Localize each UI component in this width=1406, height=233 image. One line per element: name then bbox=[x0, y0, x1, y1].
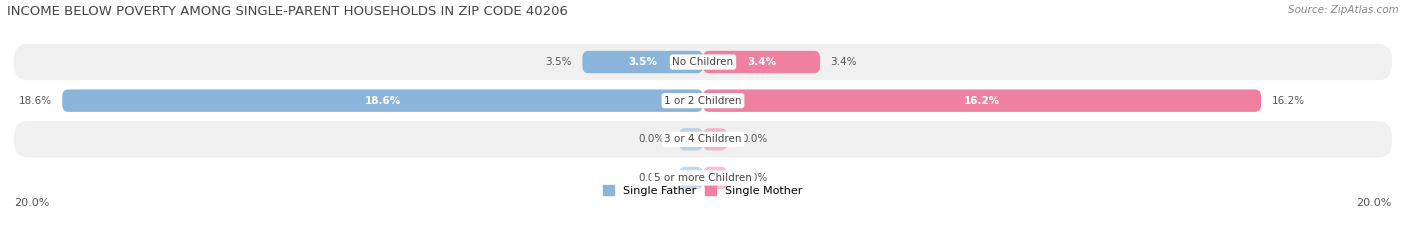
Text: 0.0%: 0.0% bbox=[638, 134, 665, 144]
Text: 0.0%: 0.0% bbox=[638, 173, 665, 183]
Text: 18.6%: 18.6% bbox=[364, 96, 401, 106]
FancyBboxPatch shape bbox=[14, 160, 1392, 196]
Text: 20.0%: 20.0% bbox=[14, 198, 49, 208]
Text: 3.5%: 3.5% bbox=[628, 57, 657, 67]
FancyBboxPatch shape bbox=[703, 51, 820, 73]
Text: 3.4%: 3.4% bbox=[831, 57, 856, 67]
FancyBboxPatch shape bbox=[679, 167, 703, 189]
Text: Source: ZipAtlas.com: Source: ZipAtlas.com bbox=[1288, 5, 1399, 15]
Text: No Children: No Children bbox=[672, 57, 734, 67]
Text: 5 or more Children: 5 or more Children bbox=[654, 173, 752, 183]
Text: 3 or 4 Children: 3 or 4 Children bbox=[664, 134, 742, 144]
Text: 16.2%: 16.2% bbox=[1271, 96, 1305, 106]
Text: 0.0%: 0.0% bbox=[741, 134, 768, 144]
FancyBboxPatch shape bbox=[14, 44, 1392, 80]
FancyBboxPatch shape bbox=[14, 82, 1392, 119]
FancyBboxPatch shape bbox=[14, 121, 1392, 158]
Text: 3.4%: 3.4% bbox=[747, 57, 776, 67]
FancyBboxPatch shape bbox=[703, 128, 727, 151]
Text: 18.6%: 18.6% bbox=[18, 96, 52, 106]
Text: 0.0%: 0.0% bbox=[741, 173, 768, 183]
Text: INCOME BELOW POVERTY AMONG SINGLE-PARENT HOUSEHOLDS IN ZIP CODE 40206: INCOME BELOW POVERTY AMONG SINGLE-PARENT… bbox=[7, 5, 568, 18]
Text: 20.0%: 20.0% bbox=[1357, 198, 1392, 208]
FancyBboxPatch shape bbox=[679, 128, 703, 151]
FancyBboxPatch shape bbox=[582, 51, 703, 73]
FancyBboxPatch shape bbox=[62, 89, 703, 112]
FancyBboxPatch shape bbox=[703, 167, 727, 189]
Legend: Single Father, Single Mother: Single Father, Single Mother bbox=[599, 181, 807, 200]
Text: 3.5%: 3.5% bbox=[546, 57, 572, 67]
Text: 16.2%: 16.2% bbox=[965, 96, 1000, 106]
Text: 1 or 2 Children: 1 or 2 Children bbox=[664, 96, 742, 106]
FancyBboxPatch shape bbox=[703, 89, 1261, 112]
